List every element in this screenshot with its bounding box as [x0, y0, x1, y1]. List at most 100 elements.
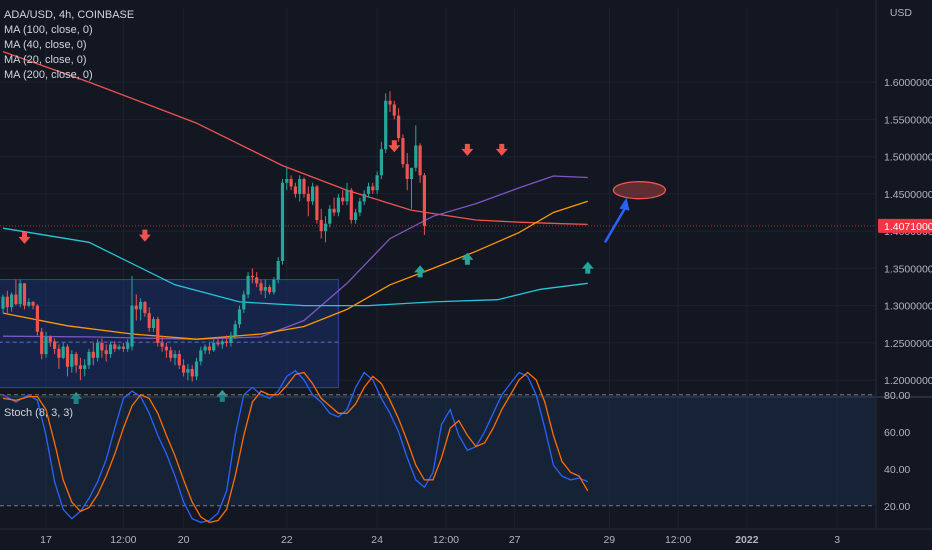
candle-body: [100, 342, 104, 351]
candle-body: [366, 186, 371, 194]
candle-body: [349, 190, 353, 220]
candle-body: [48, 336, 52, 342]
candle-body: [31, 301, 35, 306]
candle-body: [143, 301, 147, 314]
ma40-line: [2, 175, 588, 340]
candle-body: [289, 179, 293, 187]
time-tick-label: 22: [281, 534, 293, 546]
time-tick-label: 29: [603, 534, 615, 546]
candle-body: [371, 186, 375, 191]
candle-body: [61, 346, 65, 358]
candle-body: [298, 179, 302, 194]
sell-arrow-icon: [495, 143, 508, 156]
candle-body: [422, 175, 426, 226]
candle-body: [379, 149, 383, 176]
stoch-tick-label: 40.00: [884, 464, 910, 476]
candle-body: [27, 301, 31, 306]
candle-body: [358, 201, 362, 213]
candle-body: [182, 365, 186, 373]
candle-body: [160, 342, 164, 347]
price-tick-label: 1.55000000: [884, 114, 932, 126]
candle-body: [311, 186, 315, 202]
candle-body: [151, 319, 156, 328]
price-tick-label: 1.35000000: [884, 263, 932, 275]
candle-body: [384, 100, 388, 150]
stoch-title[interactable]: Stoch (8, 3, 3): [4, 407, 74, 419]
target-ellipse: [612, 181, 667, 200]
buy-arrow-icon: [414, 265, 427, 278]
stoch-d-line: [2, 371, 589, 524]
candle-body: [207, 346, 211, 351]
candle-body: [139, 301, 143, 310]
candle-body: [233, 324, 237, 336]
candle-body: [96, 342, 100, 358]
stoch-tick-label: 80.00: [884, 390, 910, 402]
symbol-title: ADA/USD, 4h, COINBASE: [4, 9, 135, 21]
candle-body: [5, 296, 9, 308]
candle-body: [328, 208, 332, 224]
candle-body: [242, 294, 246, 310]
candle-body: [87, 351, 91, 366]
projection-arrow-head: [619, 197, 630, 211]
buy-arrow-icon: [581, 261, 594, 274]
indicator-ma200[interactable]: MA (200, close, 0): [4, 69, 93, 81]
currency-label: USD: [890, 7, 913, 19]
candle-body: [199, 350, 203, 362]
candle-body: [164, 346, 168, 351]
candle-body: [156, 319, 160, 343]
candle-body: [194, 361, 199, 377]
sell-arrow-icon: [138, 229, 151, 242]
candle-body: [169, 350, 173, 358]
candle-body: [14, 294, 18, 305]
stoch-tick-label: 20.00: [884, 501, 910, 513]
indicator-ma100[interactable]: MA (100, close, 0): [4, 24, 93, 36]
price-tick-label: 1.50000000: [884, 152, 932, 164]
stoch-tick-label: 60.00: [884, 427, 910, 439]
candle-body: [35, 305, 39, 332]
candle-body: [341, 197, 345, 202]
candle-body: [302, 179, 306, 194]
candle-body: [78, 365, 82, 369]
indicator-ma40[interactable]: MA (40, close, 0): [4, 39, 87, 51]
ma100-line: [2, 50, 588, 226]
price-tick-label: 1.60000000: [884, 77, 932, 89]
candle-body: [216, 342, 220, 345]
candle-body: [212, 342, 216, 351]
candle-body: [345, 190, 349, 202]
range-box[interactable]: [0, 279, 339, 389]
candle-body: [22, 283, 27, 306]
candle-body: [323, 223, 328, 232]
candle-body: [74, 354, 78, 366]
candle-body: [392, 104, 396, 116]
last-price-label: 1.40710000: [884, 221, 932, 233]
time-tick-label: 27: [509, 534, 521, 546]
candle-body: [272, 279, 276, 293]
time-tick-label: 12:00: [110, 534, 136, 546]
candle-body: [332, 208, 336, 213]
candle-body: [1, 296, 5, 309]
candle-body: [173, 354, 177, 358]
time-tick-label: 3: [834, 534, 840, 546]
time-tick-label: 2022: [735, 534, 759, 546]
candle-body: [237, 309, 242, 325]
candle-body: [263, 287, 267, 291]
candle-body: [203, 346, 207, 351]
buy-arrow-icon: [461, 252, 474, 265]
candle-body: [306, 193, 310, 202]
candle-body: [409, 167, 414, 179]
candle-body: [259, 283, 263, 291]
candle-body: [134, 305, 138, 310]
candle-body: [225, 341, 229, 343]
last-price-tag: [878, 218, 932, 233]
candle-body: [246, 275, 250, 295]
candle-body: [418, 145, 422, 176]
candle-body: [315, 186, 319, 220]
candle-body: [354, 212, 358, 220]
candle-body: [229, 335, 233, 343]
time-tick-label: 12:00: [433, 534, 459, 546]
candle-body: [285, 179, 289, 183]
indicator-ma20[interactable]: MA (20, close, 0): [4, 54, 87, 66]
candle-body: [70, 354, 74, 367]
candles: [1, 91, 426, 382]
